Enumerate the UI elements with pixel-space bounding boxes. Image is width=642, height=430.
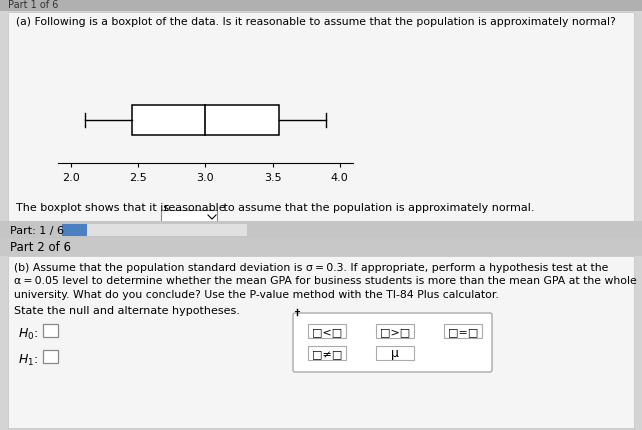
Bar: [0, 239, 642, 256]
Text: (b) Assume that the population standard deviation is σ = 0.3. If appropriate, pe: (b) Assume that the population standard …: [14, 262, 609, 272]
Text: Part 1 of 6: Part 1 of 6: [8, 0, 58, 10]
Bar: [8, 13, 634, 222]
Bar: [376, 324, 414, 338]
Text: Part: 1 / 6: Part: 1 / 6: [10, 225, 64, 236]
Bar: [308, 324, 346, 338]
Bar: [444, 324, 482, 338]
Text: to assume that the population is approximately normal.: to assume that the population is approxi…: [220, 203, 535, 212]
Text: reasonable: reasonable: [164, 203, 225, 212]
Text: university. What do you conclude? Use the P-value method with the TI-84 Plus cal: university. What do you conclude? Use th…: [14, 289, 499, 299]
Bar: [87, 224, 247, 237]
Bar: [62, 224, 87, 237]
Bar: [161, 211, 217, 224]
Text: □=□: □=□: [448, 326, 478, 336]
Text: $H_1$:: $H_1$:: [18, 352, 38, 367]
Bar: [376, 346, 414, 360]
Text: The boxplot shows that it is: The boxplot shows that it is: [16, 203, 173, 212]
Bar: [43, 324, 58, 337]
Text: μ: μ: [391, 347, 399, 359]
Text: □≠□: □≠□: [312, 348, 342, 358]
Bar: [132, 106, 279, 135]
Bar: [43, 350, 58, 363]
Text: Part 2 of 6: Part 2 of 6: [10, 241, 71, 254]
Bar: [308, 346, 346, 360]
Bar: [0, 221, 642, 239]
Text: α = 0.05 level to determine whether the mean GPA for business students is more t: α = 0.05 level to determine whether the …: [14, 276, 637, 286]
Text: □<□: □<□: [312, 326, 342, 336]
Text: State the null and alternate hypotheses.: State the null and alternate hypotheses.: [14, 305, 240, 315]
Bar: [0, 0, 642, 12]
Text: $H_0$:: $H_0$:: [18, 326, 38, 341]
Text: (a) Following is a boxplot of the data. Is it reasonable to assume that the popu: (a) Following is a boxplot of the data. …: [16, 17, 616, 27]
Bar: [8, 256, 634, 428]
FancyBboxPatch shape: [293, 313, 492, 372]
Text: □>□: □>□: [380, 326, 410, 336]
